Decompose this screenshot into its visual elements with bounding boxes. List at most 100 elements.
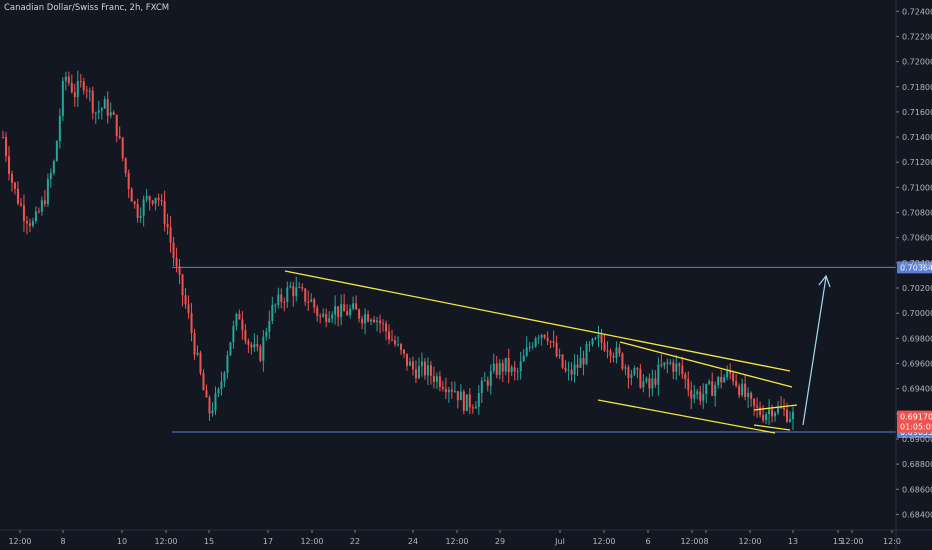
candle-body xyxy=(486,380,489,386)
candle-body xyxy=(675,363,678,372)
candle-body xyxy=(768,409,771,415)
x-tick-label: 29 xyxy=(495,537,505,546)
candle-body xyxy=(25,220,28,224)
candle-body xyxy=(744,383,747,398)
candle-body xyxy=(684,374,687,380)
candle-body xyxy=(711,381,714,396)
candle-body xyxy=(561,354,564,368)
candle-body xyxy=(405,353,408,366)
candle-body xyxy=(699,391,702,401)
candle-body xyxy=(271,304,274,322)
y-tick-label: 0.72000 xyxy=(902,58,932,67)
candle-body xyxy=(531,346,534,348)
time-axis[interactable]: 12:00 8 10 12:00 15 17 12:00 22 24 12:00 29 Jul 12:0… xyxy=(0,529,932,546)
candle-body xyxy=(217,389,220,394)
candle-body xyxy=(471,407,474,409)
candle-body xyxy=(666,362,669,364)
candle-body xyxy=(525,347,528,356)
candle-body xyxy=(205,390,208,398)
chart-title: Canadian Dollar/Swiss Franc, 2h, FXCM xyxy=(4,3,170,13)
x-tick-label: 12:00 xyxy=(300,537,323,546)
candle-body xyxy=(391,339,394,341)
price-axis[interactable]: 0.72400 0.72200 0.72000 0.71800 0.71600 0.714… xyxy=(895,0,932,550)
candle-body xyxy=(480,380,483,394)
candle-body xyxy=(238,313,241,320)
candle-body xyxy=(615,347,618,358)
candle-body xyxy=(13,182,16,189)
candle-body xyxy=(456,391,459,401)
candle-body xyxy=(627,367,630,378)
candle-body xyxy=(426,365,429,376)
candle-body xyxy=(298,287,301,289)
candle-body xyxy=(573,364,576,375)
candle-body xyxy=(2,137,4,139)
candle-body xyxy=(591,338,594,345)
y-tick-label: 0.71200 xyxy=(902,158,932,167)
candle-body xyxy=(61,80,64,117)
candle-body xyxy=(253,344,256,348)
candle-body xyxy=(609,350,612,356)
candle-body xyxy=(355,303,358,310)
candle-body xyxy=(10,173,13,183)
y-tick-label: 0.72400 xyxy=(902,7,932,16)
candle-body xyxy=(34,211,37,222)
candle-body xyxy=(106,99,109,116)
x-tick-label: 12:00 xyxy=(8,537,31,546)
candle-body xyxy=(774,412,777,417)
candle-body xyxy=(127,172,130,189)
level-price-tag xyxy=(897,261,932,274)
candle-body xyxy=(771,409,774,417)
candle-body xyxy=(645,378,648,382)
x-tick-label: 12:00 xyxy=(154,537,177,546)
candle-body xyxy=(124,158,127,173)
arrow-head xyxy=(818,274,831,288)
candle-body xyxy=(79,81,82,83)
candle-body xyxy=(388,331,391,340)
candle-body xyxy=(681,365,684,375)
candle-body xyxy=(414,369,417,379)
y-tick-label: 0.71600 xyxy=(902,108,932,117)
y-tick-label: 0.69400 xyxy=(902,385,932,394)
candle-body xyxy=(654,378,657,385)
candle-body xyxy=(672,362,675,372)
trendline xyxy=(284,270,791,372)
trendline xyxy=(597,399,776,434)
candle-body xyxy=(277,294,280,305)
candle-body xyxy=(750,392,753,399)
candle-body xyxy=(540,334,543,338)
candle-body xyxy=(510,367,513,373)
candle-body xyxy=(178,266,181,275)
candle-body xyxy=(229,342,232,356)
candle-body xyxy=(495,363,498,376)
candle-body xyxy=(136,204,139,218)
candle-body xyxy=(397,344,400,346)
candle-body xyxy=(343,304,346,312)
x-tick-label: 12:00 xyxy=(680,537,703,546)
y-tick-label: 0.71800 xyxy=(902,83,932,92)
candle-body xyxy=(618,347,621,354)
candle-body xyxy=(519,361,522,372)
candle-body xyxy=(289,286,292,288)
y-tick-label: 0.70600 xyxy=(902,234,932,243)
candle-body xyxy=(241,319,244,331)
trendlines xyxy=(284,270,831,434)
candle-body xyxy=(313,299,316,308)
candle-body xyxy=(777,406,780,413)
candle-body xyxy=(250,344,253,348)
candle-body xyxy=(564,367,567,371)
candle-body xyxy=(310,299,313,302)
candle-body xyxy=(394,340,397,345)
x-tick-label: 12:00 xyxy=(840,537,863,546)
candle-body xyxy=(22,205,25,221)
candle-body xyxy=(543,334,546,338)
candle-body xyxy=(648,378,651,389)
candle-body xyxy=(151,200,154,204)
candle-body xyxy=(567,369,570,371)
candle-body xyxy=(459,391,462,401)
trendline xyxy=(753,424,791,431)
candle-body xyxy=(546,337,549,342)
candle-body xyxy=(166,223,169,228)
candle-body xyxy=(316,307,319,316)
candle-body xyxy=(385,323,388,332)
